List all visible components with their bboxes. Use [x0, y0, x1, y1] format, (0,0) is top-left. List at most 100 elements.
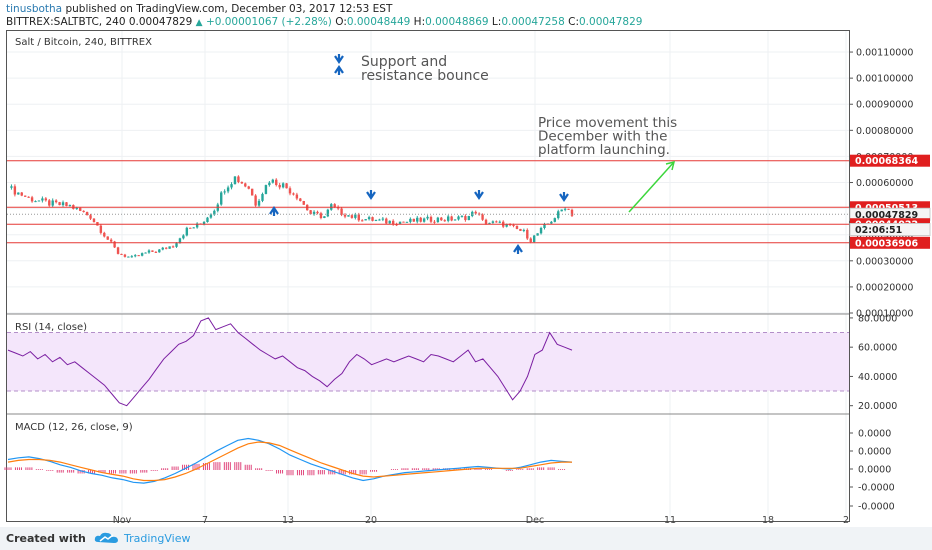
candle-body — [498, 221, 501, 223]
candle-body — [20, 192, 23, 196]
candle-body — [436, 217, 440, 223]
candle-body — [495, 221, 498, 223]
y-tick-label: 0.0000 — [858, 465, 891, 476]
y-tick-label: 0.00020000 — [856, 282, 913, 293]
candle-body — [460, 216, 464, 218]
price-change: +0.00001067 (+2.28%) — [205, 16, 332, 28]
candle-body — [89, 215, 92, 219]
candle-body — [398, 221, 402, 225]
candle-body — [340, 208, 343, 215]
candle-body — [553, 218, 557, 222]
candle-body — [75, 207, 78, 209]
candle-body — [357, 214, 360, 221]
open-label: O: — [335, 16, 347, 28]
candle-body — [302, 200, 305, 205]
candle-body — [41, 198, 44, 201]
author-name[interactable]: tinusbotha — [6, 3, 63, 15]
y-tick-label: 0.00060000 — [856, 178, 913, 189]
candle-body — [416, 217, 419, 222]
candle-body — [419, 217, 422, 222]
y-tick-label: 80.0000 — [858, 313, 897, 324]
price-label-text: 02:06:51 — [855, 225, 902, 236]
main-panel-title: Salt / Bitcoin, 240, BITTREX — [15, 37, 152, 48]
candle-body — [281, 183, 285, 188]
candle-body — [409, 218, 412, 222]
candle-body — [171, 246, 175, 248]
y-tick-label: 0.00010000 — [856, 309, 913, 320]
down-arrow-icon — [559, 192, 569, 202]
y-tick-label: 20.0000 — [858, 401, 897, 412]
green-trend-arrow — [628, 161, 675, 213]
symbol-header: BITTREX:SALTBTC, 240 0.00047829 ▲ +0.000… — [6, 16, 642, 28]
macd-panel-title: MACD (12, 26, close, 9) — [15, 422, 133, 433]
candle-body — [481, 214, 484, 220]
candle-body — [233, 176, 237, 185]
y-tick-label: 0.00100000 — [856, 74, 913, 85]
candle-body — [182, 235, 185, 239]
candle-body — [189, 227, 192, 229]
candle-body — [560, 209, 563, 212]
candle-body — [175, 243, 178, 247]
y-tick-label: 60.0000 — [858, 343, 897, 354]
x-tick-label: 13 — [282, 515, 294, 526]
y-tick-label: 0.0000 — [858, 429, 891, 440]
candle-body — [164, 247, 168, 249]
high-value: 0.00048869 — [425, 16, 489, 28]
y-tick-label: 0.00110000 — [856, 48, 913, 59]
down-arrow-icon — [334, 54, 344, 64]
candle-body — [453, 219, 457, 221]
candle-body — [271, 179, 275, 183]
candle-body — [92, 218, 96, 223]
candle-body — [264, 185, 268, 194]
candle-body — [223, 191, 226, 193]
candle-body — [312, 211, 316, 215]
candle-body — [532, 235, 536, 243]
x-tick-label: 11 — [664, 515, 676, 526]
candle-body — [412, 218, 416, 222]
x-tick-label: Nov — [113, 515, 132, 526]
candle-body — [539, 228, 543, 234]
created-with-text: Created with — [6, 532, 86, 545]
candle-body — [137, 255, 140, 257]
candle-body — [526, 229, 529, 239]
candle-body — [250, 188, 254, 196]
candle-body — [85, 211, 89, 216]
candle-body — [433, 221, 436, 223]
candle-body — [285, 183, 288, 189]
chart-canvas[interactable]: Nov 7 13 20 Dec 11 18 2 0.00110000 0.00100000 0.00… — [0, 0, 932, 527]
candle-body — [374, 219, 378, 221]
candle-body — [65, 202, 68, 207]
candle-body — [192, 227, 195, 229]
rsi-panel-title: RSI (14, close) — [15, 322, 87, 333]
candle-body — [422, 218, 426, 222]
tradingview-brand-link[interactable]: TradingView — [124, 532, 191, 545]
candle-body — [151, 250, 154, 252]
candle-body — [58, 202, 61, 206]
candle-body — [450, 216, 453, 221]
candle-body — [343, 214, 347, 217]
candle-body — [371, 217, 374, 221]
candle-body — [536, 233, 539, 236]
high-label: H: — [413, 16, 426, 28]
rsi-line — [7, 317, 573, 407]
candle-body — [292, 193, 295, 195]
candle-body — [213, 210, 216, 215]
candle-body — [130, 256, 134, 258]
candle-body — [237, 176, 240, 182]
candle-body — [426, 216, 429, 219]
candle-body — [567, 208, 570, 210]
down-arrow-icon — [474, 190, 484, 200]
candle-body — [116, 247, 120, 254]
candle-body — [206, 217, 209, 222]
candle-body — [195, 223, 199, 228]
candle-body — [491, 221, 495, 223]
candle-body — [230, 184, 233, 188]
candle-body — [405, 221, 409, 223]
candle-body — [388, 220, 391, 224]
annotation-price-movement: December with the — [538, 129, 667, 145]
candle-body — [17, 192, 20, 195]
rsi-band — [7, 332, 849, 392]
candle-body — [54, 200, 58, 203]
candle-body — [519, 228, 522, 231]
candle-body — [557, 211, 560, 219]
